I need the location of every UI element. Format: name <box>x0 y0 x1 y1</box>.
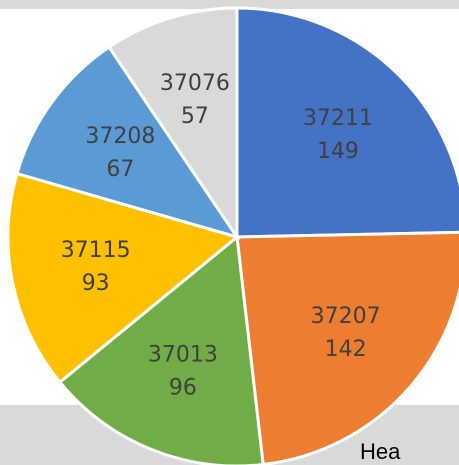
top-band <box>0 0 459 9</box>
slice-value-label: 67 <box>106 157 134 182</box>
slice-category-label: 37115 <box>61 238 131 263</box>
pie-slice <box>57 234 265 465</box>
slice-category-label: 37076 <box>160 71 230 96</box>
slice-category-label: 37208 <box>85 124 155 149</box>
slice-category-label: 37207 <box>311 304 381 329</box>
slice-value-label: 149 <box>317 139 359 164</box>
footer-text: Hea <box>360 439 401 464</box>
slice-category-label: 37211 <box>303 106 373 131</box>
slice-value-label: 96 <box>169 376 197 401</box>
pie-slice <box>235 6 459 239</box>
slice-value-label: 93 <box>82 271 110 296</box>
pie-slice <box>106 6 239 242</box>
slice-value-label: 142 <box>325 337 367 362</box>
pie-slice <box>6 171 241 385</box>
slice-category-label: 37013 <box>148 343 218 368</box>
pie-slice <box>15 45 241 240</box>
pie-slice <box>235 230 459 465</box>
slice-value-label: 57 <box>181 104 209 129</box>
